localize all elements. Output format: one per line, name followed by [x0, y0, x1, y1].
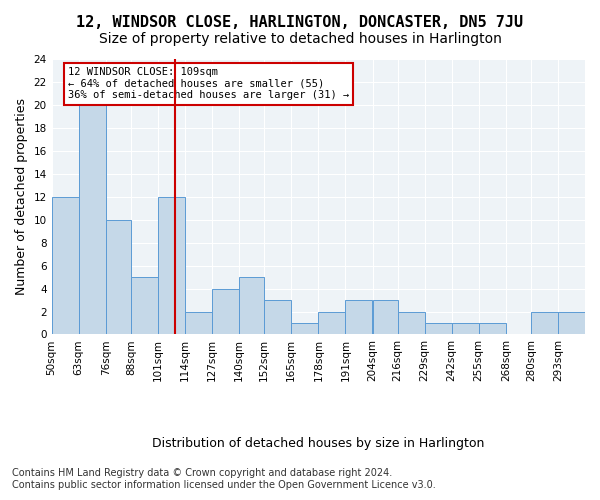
Bar	[425, 323, 452, 334]
Bar	[158, 196, 185, 334]
Text: Size of property relative to detached houses in Harlington: Size of property relative to detached ho…	[98, 32, 502, 46]
Bar	[79, 105, 106, 334]
Bar	[264, 300, 291, 334]
Y-axis label: Number of detached properties: Number of detached properties	[15, 98, 28, 295]
Bar	[373, 300, 398, 334]
Bar	[185, 312, 212, 334]
Bar	[239, 277, 264, 334]
Bar	[319, 312, 346, 334]
Bar	[558, 312, 585, 334]
X-axis label: Distribution of detached houses by size in Harlington: Distribution of detached houses by size …	[152, 437, 485, 450]
Text: 12 WINDSOR CLOSE: 109sqm
← 64% of detached houses are smaller (55)
36% of semi-d: 12 WINDSOR CLOSE: 109sqm ← 64% of detach…	[68, 68, 349, 100]
Bar	[131, 277, 158, 334]
Bar	[212, 288, 239, 335]
Text: Contains HM Land Registry data © Crown copyright and database right 2024.
Contai: Contains HM Land Registry data © Crown c…	[12, 468, 436, 490]
Text: 12, WINDSOR CLOSE, HARLINGTON, DONCASTER, DN5 7JU: 12, WINDSOR CLOSE, HARLINGTON, DONCASTER…	[76, 15, 524, 30]
Bar	[106, 220, 131, 334]
Bar	[479, 323, 506, 334]
Bar	[291, 323, 319, 334]
Bar	[531, 312, 558, 334]
Bar	[398, 312, 425, 334]
Bar	[452, 323, 479, 334]
Bar	[52, 196, 79, 334]
Bar	[346, 300, 373, 334]
